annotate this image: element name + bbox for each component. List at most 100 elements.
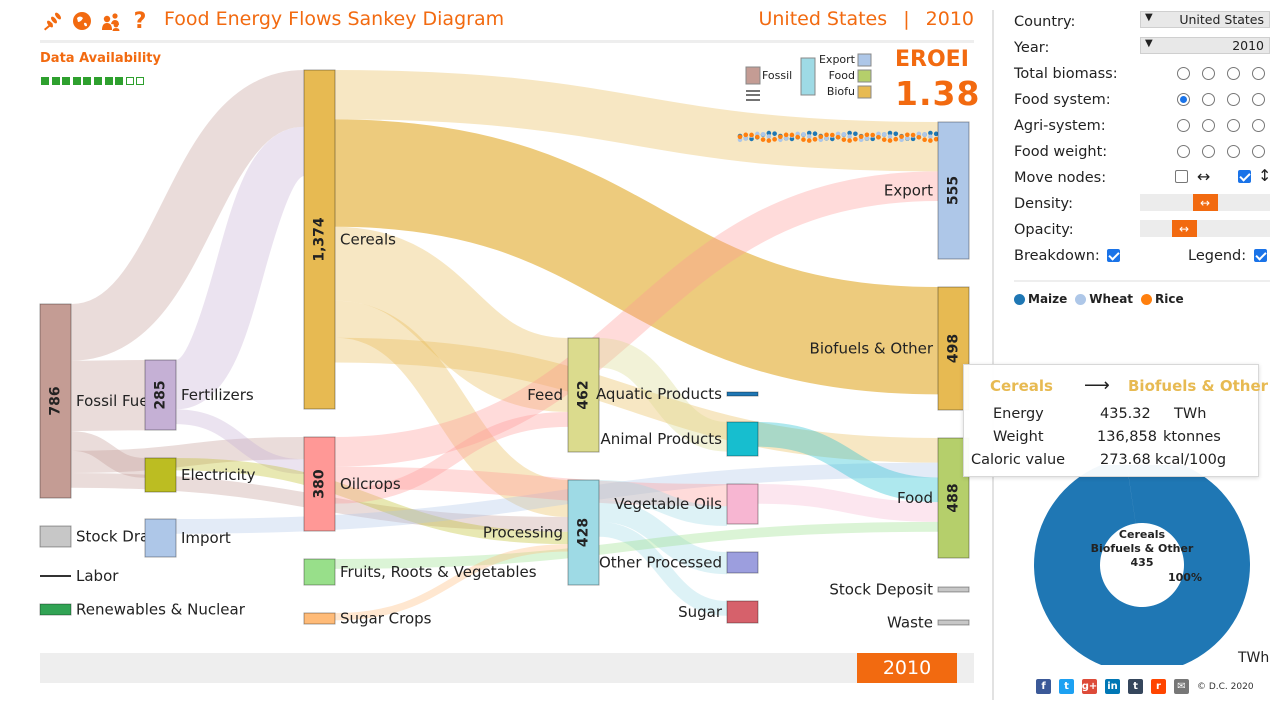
node-import[interactable] [144,518,177,558]
node-stockdep[interactable] [937,586,970,593]
opacity-slider[interactable]: ↔ [1140,220,1270,237]
legend-checkbox[interactable] [1254,249,1267,262]
node-feed[interactable] [567,337,600,453]
node-fossil[interactable] [39,303,72,499]
radio-option[interactable] [1202,145,1215,158]
flow-link-cereals-biofuels[interactable] [334,119,939,395]
node-renew[interactable] [39,603,72,616]
radio-option[interactable] [1227,67,1240,80]
opacity-slider-thumb[interactable]: ↔ [1171,220,1197,237]
flow-link-fert-cereals[interactable] [171,126,309,410]
email-icon[interactable]: ✉ [1174,679,1189,694]
flow-link-feed-animal[interactable] [597,337,729,452]
availability-square [125,77,134,85]
breakdown-checkbox[interactable] [1107,249,1120,262]
timeline-point-rice [806,138,812,143]
twitter-icon[interactable]: t [1059,679,1074,694]
radio-option[interactable] [1252,67,1265,80]
node-aquatic[interactable] [726,391,759,397]
radio-option[interactable] [1177,145,1190,158]
panel-divider [992,10,994,700]
node-oilcrops[interactable] [303,436,336,532]
flow-link-processing-otherproc[interactable] [598,499,728,575]
flow-link-animal-food[interactable] [757,421,939,503]
flow-link-cereals-food[interactable] [334,337,939,463]
flow-link-oilcrops-export[interactable] [334,171,939,467]
node-vegoil[interactable] [726,483,759,525]
timeline-point-maize [847,130,852,136]
radio-option[interactable] [1202,67,1215,80]
donut-slice[interactable] [1034,465,1250,665]
node-sugar[interactable] [726,600,759,624]
radio-option[interactable] [1227,93,1240,106]
flow-link-fossil-oilcrops[interactable] [70,437,305,474]
node-label-sugar: Sugar [678,603,723,621]
node-label-aquatic: Aquatic Products [596,385,722,403]
timeline-year-handle[interactable]: 2010 [857,653,957,683]
year-select[interactable]: ▼ 2010 [1140,37,1270,54]
node-otherproc[interactable] [726,551,759,574]
density-slider-thumb[interactable]: ↔ [1192,194,1218,211]
radio-option[interactable] [1202,93,1215,106]
grain-legend-item[interactable]: Rice [1141,292,1184,306]
flow-link-elec-processing[interactable] [175,457,569,545]
reddit-icon[interactable]: r [1151,679,1166,694]
node-animal[interactable] [726,421,759,457]
radio-option[interactable] [1252,93,1265,106]
radio-option[interactable] [1177,67,1190,80]
node-sugarcrops[interactable] [303,612,336,625]
flow-link-oilcrops-vegoil[interactable] [334,466,728,507]
grain-legend-item[interactable]: Maize [1014,292,1067,306]
wheat-icon[interactable] [40,8,66,34]
flow-link-fossil-cereals[interactable] [68,70,307,361]
timeline-point-rice [835,134,841,140]
node-fert[interactable] [144,359,177,431]
node-processing[interactable] [567,479,600,586]
tumblr-icon[interactable]: t [1128,679,1143,694]
node-export[interactable] [937,121,970,260]
node-elec[interactable] [144,457,177,493]
node-labor[interactable] [40,575,71,577]
flow-link-frv-food[interactable] [334,521,939,569]
radio-option[interactable] [1177,93,1190,106]
radio-option[interactable] [1227,145,1240,158]
timeline-point-rice [789,132,795,138]
help-icon[interactable]: ? [133,8,147,34]
node-frv[interactable] [303,558,336,586]
country-select[interactable]: ▼ United States [1140,11,1270,28]
year-timeline[interactable] [40,653,974,683]
node-cereals[interactable] [303,69,336,410]
move-nodes-vertical-checkbox[interactable] [1238,170,1251,183]
radio-option[interactable] [1177,119,1190,132]
flow-link-vegoil-food[interactable] [757,484,939,522]
move-nodes-horizontal-checkbox[interactable] [1175,170,1188,183]
flow-link-sugarcrops-processing[interactable] [334,544,569,621]
timeline-point-rice [881,137,887,142]
flow-link-oilcrops-feed[interactable] [334,412,569,504]
flow-link-cereals-feed[interactable] [333,226,570,413]
flow-link-fert-oilcrops[interactable] [175,409,305,475]
flow-link-processing-vegoil[interactable] [598,480,728,526]
linkedin-icon[interactable]: in [1105,679,1120,694]
googleplus-icon[interactable]: g+ [1081,679,1098,694]
facebook-icon[interactable]: f [1036,679,1051,694]
node-value-biofuels: 498 [946,334,962,363]
flow-link-fossil-fert[interactable] [70,359,146,432]
flow-link-cereals-processing[interactable] [333,300,570,518]
density-slider[interactable]: ↔ [1140,194,1270,211]
flow-link-cereals-export[interactable] [334,70,939,172]
radio-option[interactable] [1252,145,1265,158]
globe-icon[interactable] [69,8,95,34]
node-label-renew: Renewables & Nuclear [76,601,246,619]
grain-legend-item[interactable]: Wheat [1075,292,1133,306]
node-waste[interactable] [937,619,970,626]
flow-link-processing-sugar[interactable] [598,521,728,616]
availability-square [115,77,124,85]
people-icon[interactable] [98,8,124,34]
radio-option[interactable] [1252,119,1265,132]
radio-option[interactable] [1202,119,1215,132]
radio-option[interactable] [1227,119,1240,132]
node-stockdraw[interactable] [39,525,72,548]
flow-link-fossil-elec[interactable] [70,431,146,478]
